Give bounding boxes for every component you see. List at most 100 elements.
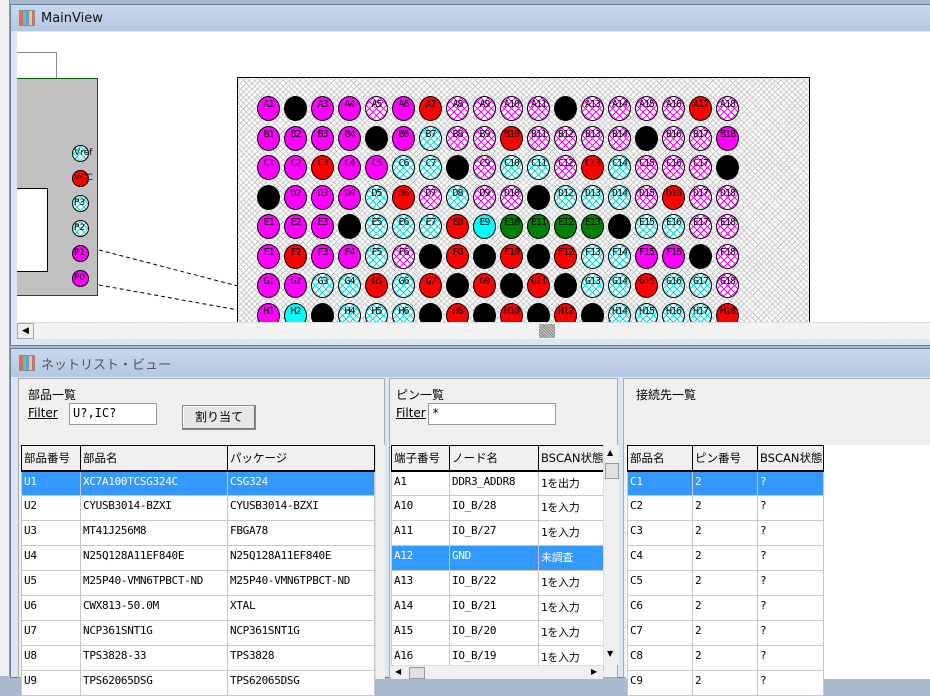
bga-ball[interactable]: F13: [581, 243, 604, 269]
bga-ball[interactable]: A5: [365, 96, 388, 121]
table-row[interactable]: A14 IO_B/21 1を入力: [391, 595, 604, 621]
bga-ball[interactable]: G11: [527, 273, 550, 298]
bga-ball[interactable]: G13: [581, 273, 604, 298]
bga-ball[interactable]: B1: [257, 125, 280, 151]
bga-ball[interactable]: E16: [662, 214, 685, 239]
table-row[interactable]: U3 MT41J256M8 FBGA78: [21, 520, 375, 546]
bga-ball[interactable]: F10: [500, 243, 523, 269]
bga-ball[interactable]: C18: [716, 155, 739, 180]
component-pin[interactable]: Vref: [72, 145, 92, 162]
bga-ball[interactable]: D15: [635, 184, 658, 210]
bga-ball[interactable]: F9: [473, 243, 496, 269]
bga-ball[interactable]: E12: [554, 214, 577, 239]
bga-ball[interactable]: H1: [257, 302, 280, 322]
bga-ball[interactable]: E6: [392, 214, 415, 239]
bga-ball[interactable]: G6: [392, 273, 415, 298]
column-header[interactable]: 部品名: [80, 445, 228, 472]
pins-filter-input[interactable]: *: [428, 403, 556, 425]
table-row[interactable]: C7 2?: [627, 620, 824, 646]
bga-ball[interactable]: G9: [473, 273, 496, 298]
netlist-titlebar[interactable]: ネットリスト・ビュー: [11, 349, 930, 377]
table-row[interactable]: C3 2?: [627, 520, 824, 546]
component-pin[interactable]: P1: [72, 245, 89, 262]
bga-ball[interactable]: A9: [473, 96, 496, 121]
bga-ball[interactable]: B10: [500, 125, 523, 151]
bga-ball[interactable]: F15: [635, 243, 658, 269]
bga-ball[interactable]: G17: [689, 273, 712, 298]
bga-ball[interactable]: D16: [662, 184, 685, 210]
scroll-thumb[interactable]: [605, 463, 619, 479]
bga-ball[interactable]: E7: [419, 214, 442, 239]
bga-ball[interactable]: C15: [635, 155, 658, 180]
component-pin[interactable]: P0: [72, 270, 89, 287]
bga-ball[interactable]: E17: [689, 214, 712, 239]
bga-ball[interactable]: B14: [608, 125, 631, 151]
bga-ball[interactable]: H18: [716, 302, 739, 322]
bga-ball[interactable]: B11: [527, 125, 550, 151]
bga-ball[interactable]: B15: [635, 125, 658, 151]
board-canvas[interactable]: Vref VCC P3 P2 P1 P0 A1 A2 A3 A4 A5 A6 A7 A8 A9 A10 A11…: [17, 32, 930, 322]
scroll-thumb[interactable]: [539, 324, 555, 338]
bga-ball[interactable]: G8: [446, 273, 469, 298]
scroll-left-arrow[interactable]: ◀: [395, 667, 402, 676]
column-header[interactable]: ノード名: [449, 445, 539, 472]
bga-ball[interactable]: E9: [473, 214, 496, 239]
table-row[interactable]: C6 2?: [627, 595, 824, 621]
scroll-right-arrow[interactable]: ▶: [591, 667, 598, 676]
bga-ball[interactable]: E4: [338, 214, 361, 239]
bga-ball[interactable]: C12: [554, 155, 577, 180]
table-row[interactable]: U7 NCP361SNT1G NCP361SNT1G: [21, 620, 375, 646]
bga-ball[interactable]: H8: [446, 302, 469, 322]
bga-ball[interactable]: C13: [581, 155, 604, 180]
bga-ball[interactable]: C11: [527, 155, 550, 180]
bga-ball[interactable]: H4: [338, 302, 361, 322]
bga-ball[interactable]: G4: [338, 273, 361, 298]
bga-ball[interactable]: A10: [500, 96, 523, 121]
bga-ball[interactable]: A15: [635, 96, 658, 121]
table-row[interactable]: C9 2?: [627, 670, 824, 696]
bga-ball[interactable]: C5: [365, 155, 388, 180]
column-header[interactable]: 端子番号: [391, 445, 450, 472]
bga-ball[interactable]: C17: [689, 155, 712, 180]
bga-ball[interactable]: B2: [284, 125, 307, 151]
bga-ball[interactable]: D14: [608, 184, 631, 210]
bga-ball[interactable]: D17: [689, 184, 712, 210]
scroll-up-arrow[interactable]: ▲: [607, 448, 614, 457]
bga-ball[interactable]: E10: [500, 214, 523, 239]
bga-ball[interactable]: D8: [446, 184, 469, 210]
column-header[interactable]: ピン番号: [692, 445, 758, 472]
bga-ball[interactable]: F14: [608, 243, 631, 269]
bga-ball[interactable]: B3: [311, 125, 334, 151]
bga-ball[interactable]: E1: [257, 214, 280, 239]
table-row[interactable]: U2 CYUSB3014-BZXI CYUSB3014-BZXI: [21, 495, 375, 521]
table-row[interactable]: U4 N25Q128A11EF840E N25Q128A11EF840E: [21, 545, 375, 571]
pins-vscrollbar[interactable]: ▲ ▼: [603, 445, 619, 665]
bga-ball[interactable]: F3: [311, 243, 334, 269]
bga-ball[interactable]: F7: [419, 243, 442, 269]
pins-table[interactable]: 端子番号 ノード名 BSCAN状態 A1 DDR3_ADDR8 1を出力 A10 IO_B/2…: [391, 445, 604, 671]
bga-ball[interactable]: B6: [392, 125, 415, 151]
bga-ball[interactable]: D10: [500, 184, 523, 210]
bga-ball[interactable]: E13: [581, 214, 604, 239]
bga-ball[interactable]: A14: [608, 96, 631, 121]
bga-ball[interactable]: E8: [446, 214, 469, 239]
bga-ball[interactable]: H5: [365, 302, 388, 322]
bga-ball[interactable]: H17: [689, 302, 712, 322]
component-pin[interactable]: P2: [72, 220, 89, 237]
bga-ball[interactable]: H11: [527, 302, 550, 322]
table-row[interactable]: U8 TPS3828-33 TPS3828: [21, 645, 375, 671]
bga-ball[interactable]: H14: [608, 302, 631, 322]
bga-ball[interactable]: F2: [284, 243, 307, 269]
bga-ball[interactable]: D11: [527, 184, 550, 210]
table-row[interactable]: A10 IO_B/28 1を入力: [391, 495, 604, 521]
bga-ball[interactable]: A13: [581, 96, 604, 121]
bga-ball[interactable]: F6: [392, 243, 415, 269]
connections-table[interactable]: 部品名 ピン番号 BSCAN状態 C1 2? C2 2? C3 2? C4 2? C5 2? C6 2? C7…: [627, 445, 824, 696]
bga-ball[interactable]: G3: [311, 273, 334, 298]
bga-ball[interactable]: H12: [554, 302, 577, 322]
bga-ball[interactable]: F5: [365, 243, 388, 269]
bga-ball[interactable]: E11: [527, 214, 550, 239]
bga-ball[interactable]: F1: [257, 243, 280, 269]
table-row[interactable]: C5 2?: [627, 570, 824, 596]
bga-ball[interactable]: A7: [419, 96, 442, 121]
